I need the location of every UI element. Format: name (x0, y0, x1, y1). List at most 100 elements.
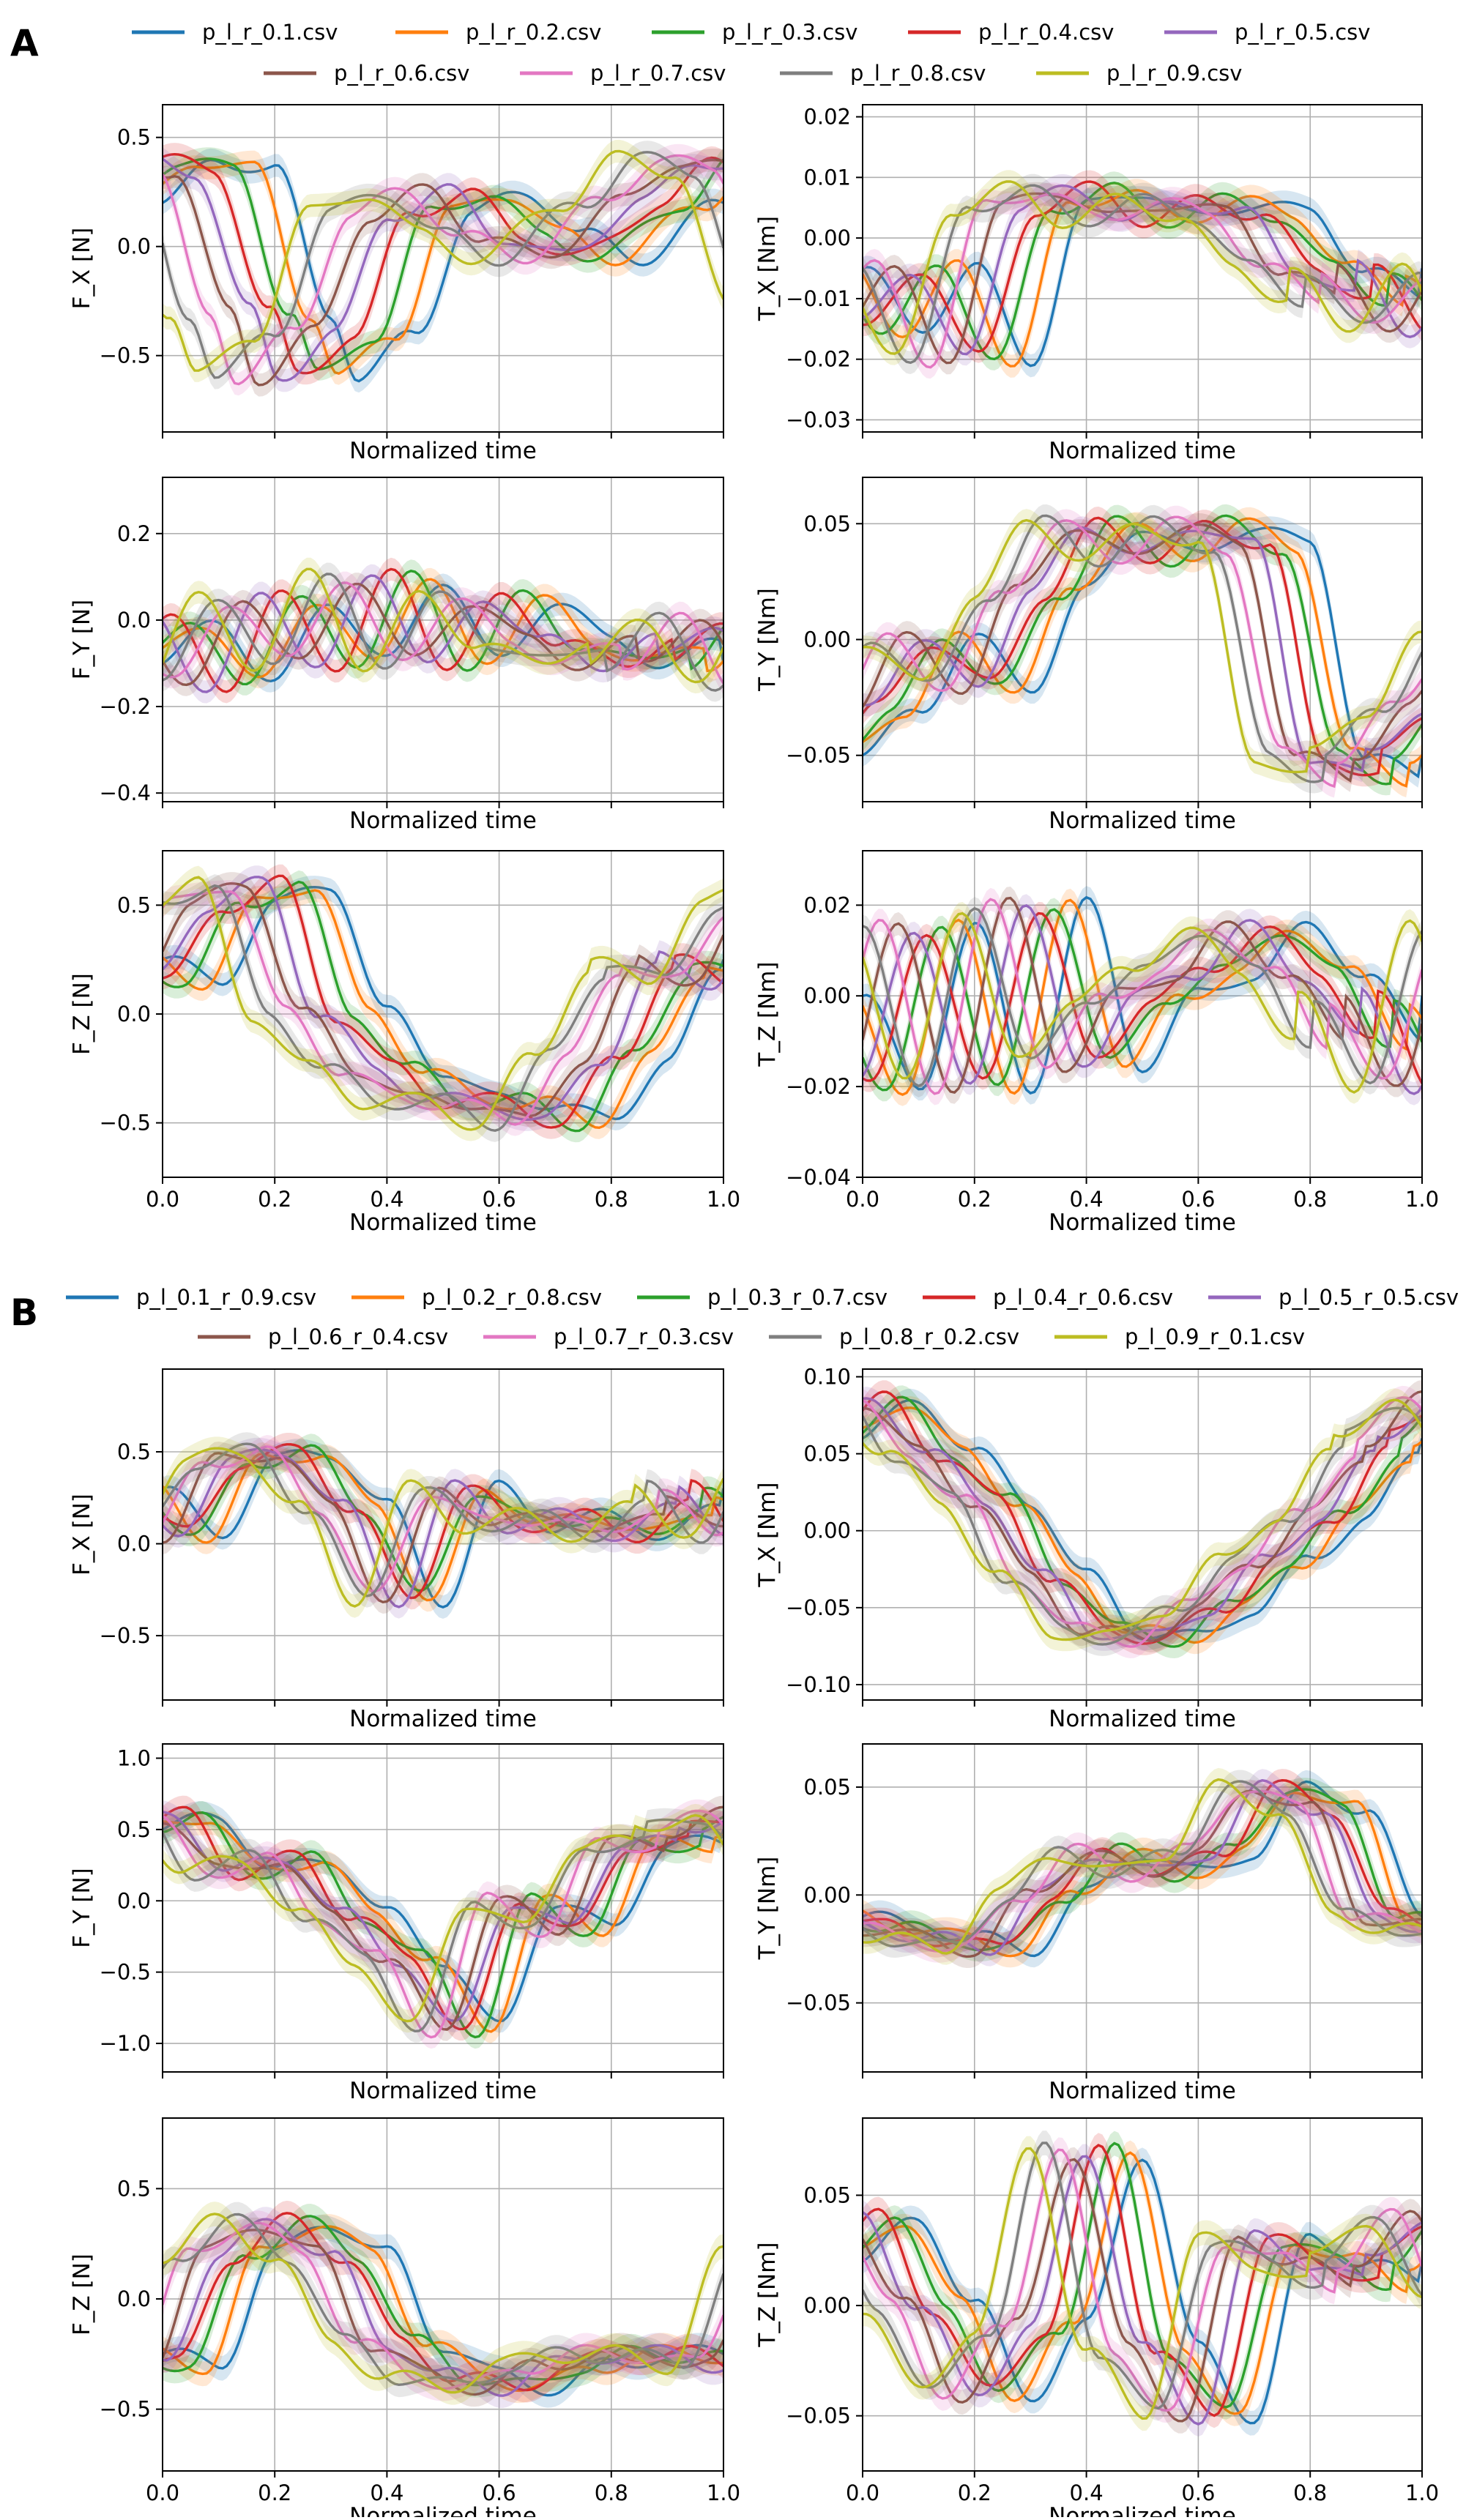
series-group (163, 139, 723, 397)
y-tick-label: 0.0 (117, 608, 151, 633)
legend-label: p_l_0.7_r_0.3.csv (554, 1324, 734, 1349)
series-line (863, 898, 1422, 1095)
subplot: −0.03 −0.02 −0.01 0.00 0.01 0.02 Normalized ti… (754, 104, 1423, 464)
legend-label: p_l_0.4_r_0.6.csv (993, 1285, 1173, 1310)
x-tick-label: 0.6 (1181, 1187, 1215, 1212)
x-axis-label: Normalized time (349, 2078, 537, 2104)
series-band (163, 148, 723, 393)
y-tick-label: 1.0 (117, 1745, 151, 1770)
series-line (863, 912, 1422, 1084)
subplot: −0.04 −0.02 0.00 0.02 0.0 0.2 0.4 0.6 0.8 1.0 Norm… (754, 850, 1439, 1236)
series-band (163, 1799, 723, 2049)
x-axis-label: Normalized time (349, 2503, 537, 2517)
y-tick-label: −0.04 (786, 1165, 851, 1190)
subplot: −0.05 0.00 0.05 0.0 0.2 0.4 0.6 0.8 1.0 Normalize… (754, 2117, 1439, 2520)
series-band (163, 1437, 723, 1619)
series-band (163, 1432, 723, 1608)
x-tick-label: 0.6 (1181, 2480, 1215, 2505)
y-tick-label: 0.01 (803, 165, 851, 190)
series-line (863, 2158, 1422, 2425)
x-axis-label: Normalized time (1049, 1209, 1236, 1236)
y-tick-label: −0.05 (786, 2404, 851, 2428)
series-band (863, 507, 1422, 798)
y-axis-label: F_Z [N] (69, 973, 95, 1055)
series-band (163, 150, 723, 385)
series-band (163, 143, 723, 385)
y-tick-label: 0.02 (803, 105, 851, 130)
series-band (863, 1767, 1422, 1965)
series-band (863, 1379, 1422, 1652)
series-band (863, 179, 1422, 378)
y-tick-label: 0.5 (117, 1439, 151, 1464)
series-band (863, 886, 1422, 1105)
series-line (163, 1809, 723, 2039)
axes-frame (862, 1743, 1423, 2073)
series-group (863, 170, 1422, 379)
x-axis-label: Normalized time (1049, 808, 1236, 834)
y-axis-label: F_Y [N] (69, 1868, 95, 1948)
x-axis-label: Normalized time (1049, 2503, 1236, 2517)
series-band (863, 1396, 1422, 1656)
x-axis-label: Normalized time (349, 808, 537, 834)
series-band (163, 2202, 723, 2405)
panel-label-a: A (10, 22, 39, 64)
series-line (163, 1805, 723, 2031)
x-tick-label: 1.0 (707, 2480, 740, 2505)
x-tick-label: 0.2 (958, 2480, 991, 2505)
series-line (863, 2147, 1422, 2420)
legend-label: p_l_r_0.1.csv (202, 20, 338, 45)
subplot: −0.5 0.0 0.5 0.0 0.2 0.4 0.6 0.8 1.0 Normalized t… (69, 2117, 740, 2520)
series-line (163, 2212, 723, 2392)
series-band (163, 557, 723, 694)
series-line (163, 567, 723, 684)
y-tick-label: 0.10 (803, 1365, 851, 1390)
subplot: −0.10 −0.05 0.00 0.05 0.10 Normalized time T_X… (754, 1365, 1423, 1732)
legend-label: p_l_r_0.7.csv (590, 61, 726, 86)
series-band (863, 1387, 1422, 1651)
series-group (163, 557, 723, 704)
series-band (863, 170, 1422, 363)
series-line (863, 2141, 1422, 2409)
y-tick-label: 0.00 (803, 2293, 851, 2318)
y-axis-label: F_X [N] (69, 1494, 95, 1576)
series-line (163, 1444, 723, 1592)
y-tick-label: −0.05 (786, 1595, 851, 1620)
series-line (163, 1445, 723, 1593)
x-tick-label: 0.0 (146, 2480, 179, 2505)
legend-a: p_l_r_0.1.csv p_l_r_0.2.csv p_l_r_0.3.csv p… (132, 20, 1370, 86)
series-group (163, 2200, 723, 2408)
axes-frame (862, 850, 1423, 1178)
series-band (863, 901, 1422, 1095)
series-line (163, 152, 723, 375)
series-line (163, 151, 723, 379)
series-band (163, 1803, 723, 2033)
x-tick-label: 0.0 (846, 1187, 879, 1212)
series-line (863, 184, 1422, 365)
x-axis-label: Normalized time (1049, 2078, 1236, 2104)
y-tick-label: 0.05 (803, 1442, 851, 1466)
series-line (163, 884, 723, 1133)
series-line (163, 890, 723, 1126)
series-line (863, 193, 1422, 369)
x-tick-label: 0.8 (595, 1187, 628, 1212)
series-band (163, 1801, 723, 2049)
y-axis-label: T_X [Nm] (754, 1482, 781, 1587)
y-tick-label: 0.5 (117, 2176, 151, 2201)
series-band (863, 513, 1422, 792)
series-line (163, 1442, 723, 1598)
y-tick-label: 0.00 (803, 627, 851, 652)
legend-label: p_l_r_0.3.csv (722, 20, 857, 45)
series-band (863, 516, 1422, 788)
legend-label: p_l_r_0.2.csv (466, 20, 601, 45)
series-line (163, 581, 723, 685)
y-tick-label: −1.0 (100, 2031, 151, 2056)
series-band (863, 2131, 1422, 2421)
x-tick-label: 0.0 (846, 2480, 879, 2505)
y-axis-label: T_Z [Nm] (754, 2242, 781, 2347)
series-band (163, 147, 723, 381)
series-band (863, 1388, 1422, 1652)
y-tick-label: 0.00 (803, 1882, 851, 1907)
x-tick-label: 0.0 (146, 1187, 179, 1212)
legend-label: p_l_r_0.5.csv (1235, 20, 1370, 45)
